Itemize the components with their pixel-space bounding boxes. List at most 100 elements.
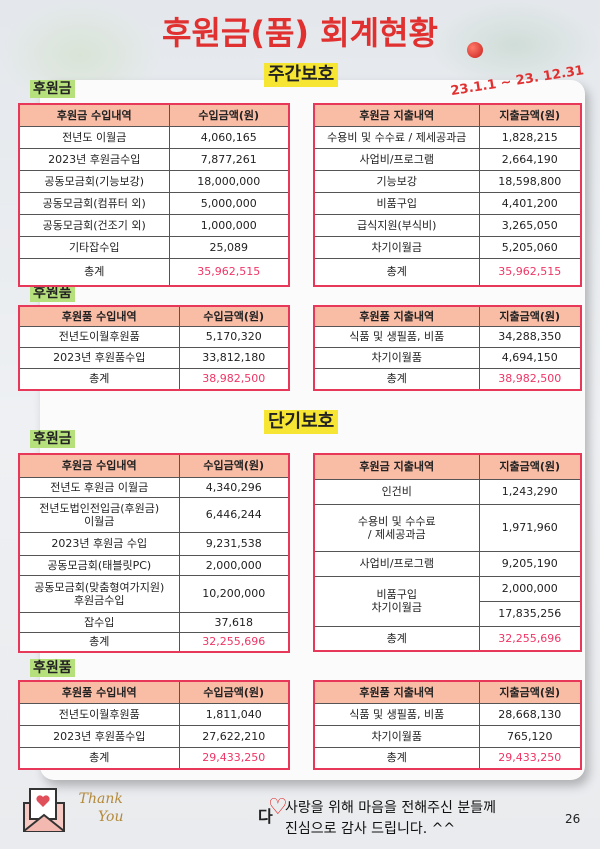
header-row: 후원금 지출내역 지출금액(원) [313,453,582,480]
row-amount: 2,000,000 [178,554,290,576]
row-label: 전년도이월후원품 [18,325,180,348]
foliage-decoration [430,0,600,90]
table-row: 기타잡수입 25,089 [18,235,290,259]
table-row: 수용비 및 수수료 / 제세공과금 1,971,960 [313,503,582,552]
row-label: 식품 및 생필품, 비품 [313,325,480,348]
total-amount: 38,982,500 [178,367,290,391]
total-amount: 32,255,696 [178,631,290,653]
table-row: 차기이월품 765,120 [313,724,582,748]
header-row: 후원품 지출내역 지출금액(원) [313,680,582,704]
header-row: 후원품 수입내역 수입금액(원) [18,305,290,327]
row-label: 2023년 후원품수입 [18,346,180,369]
section-heading-day: 주간보호 [264,63,339,87]
row-label: 2023년 후원금 수입 [18,531,180,556]
section-heading-short: 단기보호 [264,410,339,434]
table-row: 급식지원(부식비) 3,265,050 [313,213,582,237]
table-row: 식품 및 생필품, 비품 28,668,130 [313,702,582,726]
table-row: 2023년 후원품수입 33,812,180 [18,346,290,369]
column-header: 수입금액(원) [178,453,290,478]
column-header: 지출금액(원) [478,103,582,127]
table-row: 2023년 후원금 수입 9,231,538 [18,531,290,556]
table-row: 공동모금회(맞춤형여가지원) 후원금수입 10,200,000 [18,574,290,613]
envelope-heart-icon [23,788,65,832]
row-amount: 9,205,190 [478,550,582,577]
row-label: 전년도이월후원품 [18,702,180,726]
short-money-label: 후원금 [30,430,75,448]
short-money-expense-table: 후원금 지출내역 지출금액(원) 인건비 1,243,290 수용비 및 수수료 / 제… [313,453,582,652]
column-header: 수입금액(원) [178,305,290,327]
column-header: 후원품 수입내역 [18,680,180,704]
row-amount: 27,622,210 [178,724,290,748]
row-amount: 5,205,060 [478,235,582,259]
header-row: 후원금 수입내역 수입금액(원) [18,453,290,478]
total-label: 총계 [18,367,180,391]
row-label: 잡수입 [18,611,180,633]
column-header: 후원금 지출내역 [313,453,480,480]
row-label: 공동모금회(태블릿PC) [18,554,180,576]
total-label: 총계 [18,257,170,287]
column-header: 후원품 수입내역 [18,305,180,327]
total-amount: 32,255,696 [478,625,582,652]
row-amount: 1,000,000 [168,213,290,237]
table-row: 공동모금회(태블릿PC) 2,000,000 [18,554,290,576]
row-amount: 4,340,296 [178,476,290,498]
day-goods-expense-table: 후원품 지출내역 지출금액(원) 식품 및 생필품, 비품 34,288,350 차기이… [313,305,582,391]
row-amount: 10,200,000 [178,574,290,613]
column-header: 후원품 지출내역 [313,305,480,327]
total-row: 총계 38,982,500 [313,367,582,391]
row-label: 공동모금회(컴퓨터 외) [18,191,170,215]
row-amount: 4,060,165 [168,125,290,149]
day-goods-income-table: 후원품 수입내역 수입금액(원) 전년도이월후원품 5,170,320 2023년 후원… [18,305,290,391]
row-label: 수용비 및 수수료 / 제세공과금 [313,125,480,149]
row-amount: 6,446,244 [178,496,290,533]
thank-text: Thank [78,791,123,807]
table-row: 17,835,256 [314,600,582,627]
row-amount: 37,618 [178,611,290,633]
row-label: 공동모금회(맞춤형여가지원) 후원금수입 [18,574,180,613]
row-label: 전년도 이월금 [18,125,170,149]
table-row: 전년도 이월금 4,060,165 [18,125,290,149]
row-label: 비품구입 차기이월금 [313,575,480,627]
table-row: 공동모금회(기능보강) 18,000,000 [18,169,290,193]
total-amount: 35,962,515 [168,257,290,287]
table-row: 전년도이월후원품 1,811,040 [18,702,290,726]
short-goods-income-table: 후원품 수입내역 수입금액(원) 전년도이월후원품 1,811,040 2023년 후원… [18,680,290,770]
total-label: 총계 [18,746,180,770]
da-text: 다 [258,807,273,826]
row-amount: 5,170,320 [178,325,290,348]
row-label: 기능보강 [313,169,480,193]
row-label: 비품구입 [313,191,480,215]
table-row: 전년도법인전입금(후원금) 이월금 6,446,244 [18,496,290,533]
total-amount: 29,433,250 [178,746,290,770]
total-row: 총계 29,433,250 [18,746,290,770]
table-row: 전년도 후원금 이월금 4,340,296 [18,476,290,498]
column-header: 후원품 지출내역 [313,680,480,704]
short-goods-expense-table: 후원품 지출내역 지출금액(원) 식품 및 생필품, 비품 28,668,130 차기이… [313,680,582,770]
row-label: 차기이월품 [313,724,480,748]
row-label: 공동모금회(건조기 외) [18,213,170,237]
row-label: 차기이월금 [313,235,480,259]
total-row: 총계 32,255,696 [18,631,290,653]
table-row: 2023년 후원금수입 7,877,261 [18,147,290,171]
row-amount: 1,811,040 [178,702,290,726]
row-amount: 7,877,261 [168,147,290,171]
table-row: 공동모금회(컴퓨터 외) 5,000,000 [18,191,290,215]
day-goods-label: 후원품 [30,284,75,302]
header-row: 후원금 지출내역 지출금액(원) [313,103,582,127]
table-row: 사업비/프로그램 2,664,190 [313,147,582,171]
total-row: 총계 35,962,515 [18,257,290,287]
row-label: 전년도 후원금 이월금 [18,476,180,498]
column-header: 지출금액(원) [478,305,582,327]
total-label: 총계 [313,746,480,770]
day-money-label: 후원금 [30,80,75,98]
row-amount: 17,835,256 [478,600,582,627]
row-label: 차기이월품 [313,346,480,369]
row-label: 사업비/프로그램 [313,147,480,171]
row-amount: 28,668,130 [478,702,582,726]
row-amount: 1,243,290 [478,478,582,505]
row-amount: 9,231,538 [178,531,290,556]
table-row: 차기이월금 5,205,060 [313,235,582,259]
row-amount: 5,000,000 [168,191,290,215]
row-label: 수용비 및 수수료 / 제세공과금 [313,503,480,552]
row-amount: 33,812,180 [178,346,290,369]
